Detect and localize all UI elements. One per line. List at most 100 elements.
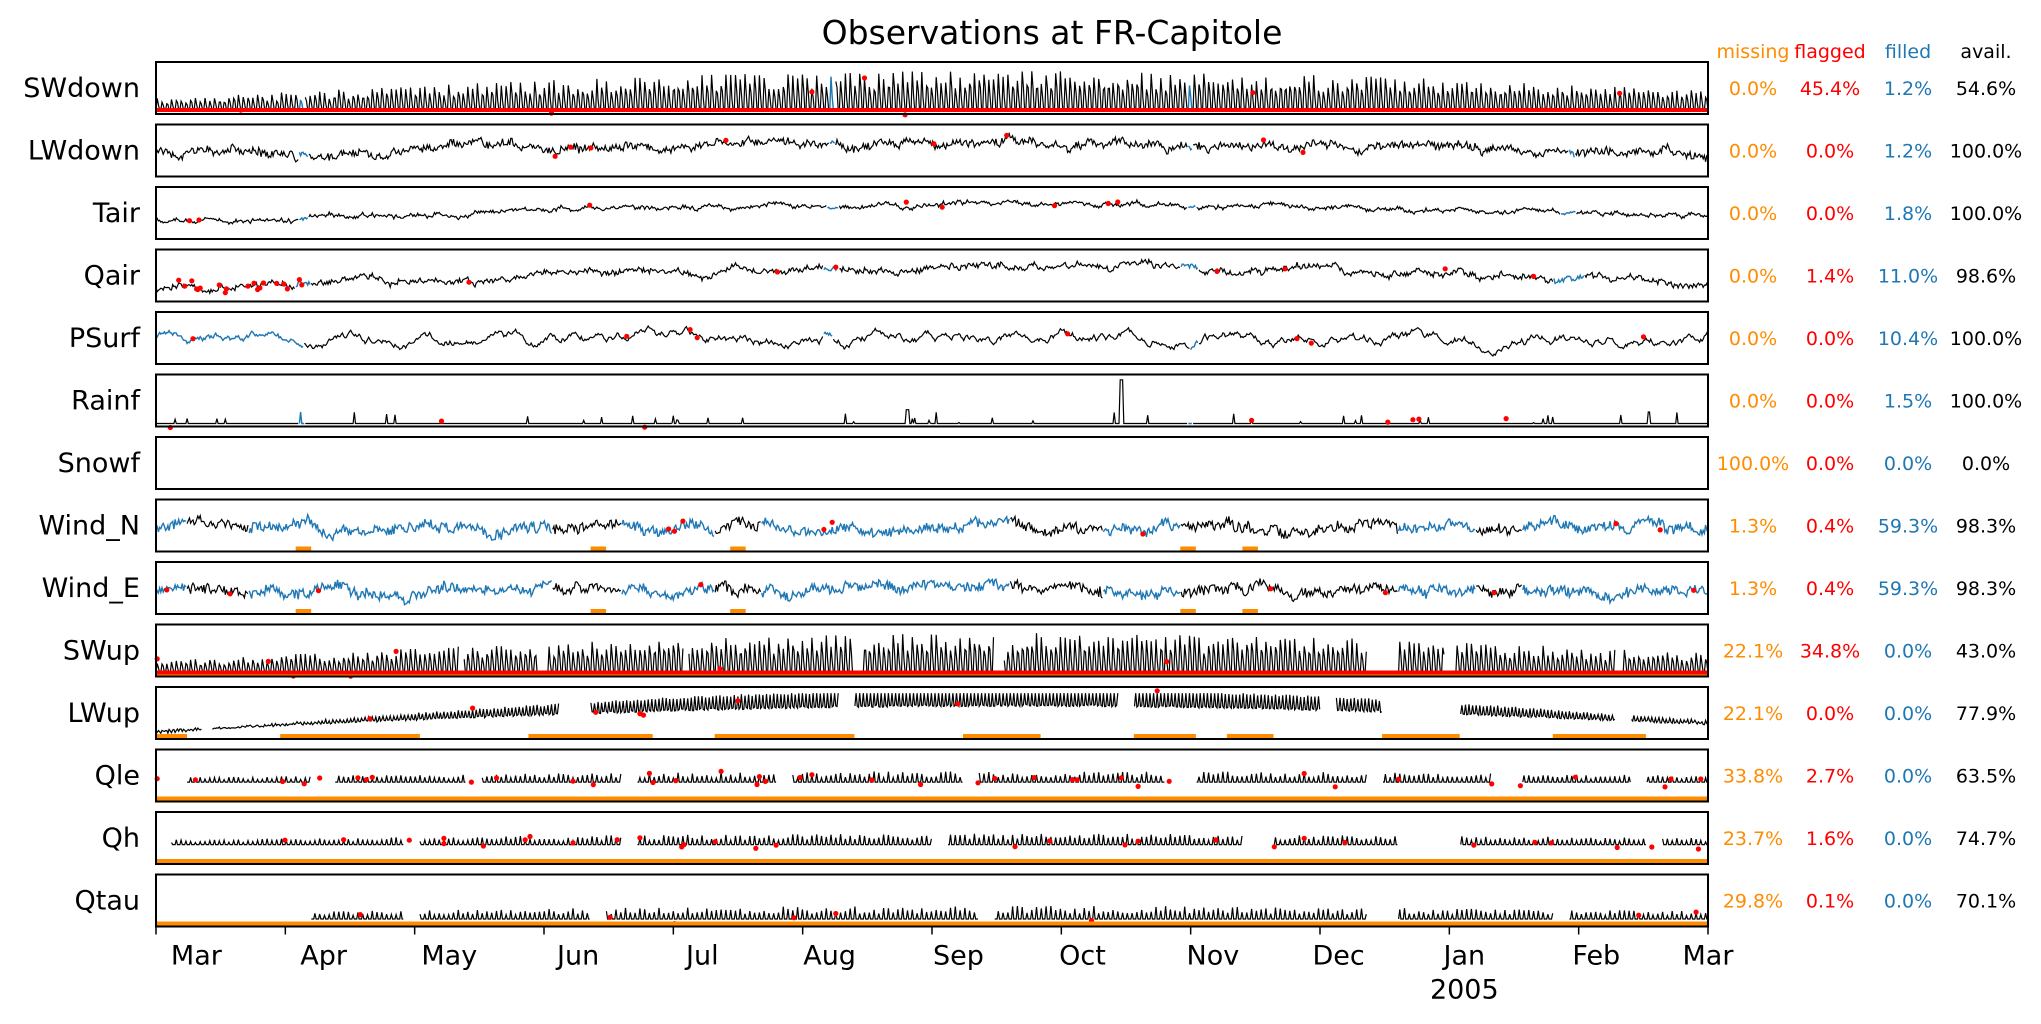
flagged-point: [1249, 417, 1255, 423]
flagged-point: [1214, 268, 1220, 274]
header-missing: missing: [1717, 41, 1790, 63]
flagged-point: [593, 709, 599, 715]
stat-filled: 0.0%: [1884, 453, 1932, 475]
series-filled-line: [155, 512, 1709, 542]
flagged-point: [1105, 200, 1111, 207]
flagged-point: [265, 658, 271, 665]
missing-indicator: [1552, 734, 1646, 738]
panel-frame: [155, 186, 1709, 240]
flagged-point: [527, 833, 533, 840]
stat-missing: 0.0%: [1729, 141, 1777, 163]
flagged-point: [570, 778, 576, 784]
missing-indicator: [730, 609, 746, 613]
flagged-point: [754, 781, 760, 788]
flagged-point: [1503, 416, 1509, 422]
stat-filled: 0.0%: [1884, 703, 1932, 725]
flagged-point: [1140, 531, 1146, 537]
flagged-point: [251, 280, 257, 286]
flagged-point: [1491, 590, 1497, 596]
flagged-point: [1649, 844, 1655, 850]
series-filled-line: [298, 411, 1192, 425]
stat-missing: 22.1%: [1723, 641, 1783, 663]
flagged-point: [791, 915, 797, 921]
flagged-point: [1396, 776, 1402, 782]
flagged-point: [1213, 837, 1219, 843]
flagged-point: [341, 837, 347, 843]
flagged-point: [1342, 839, 1348, 846]
flagged-point: [607, 914, 613, 920]
flagged-point: [1300, 149, 1306, 155]
flagged-point: [624, 333, 630, 339]
panel-wind_n: Wind_N 1.3% 0.4% 59.3% 98.3%: [38, 498, 2016, 553]
row-label: Qair: [84, 261, 141, 292]
series-observed-line: [155, 257, 1709, 295]
series-observed-line: [311, 905, 1708, 920]
flagged-point: [367, 716, 373, 722]
flagged-point: [1271, 844, 1277, 850]
missing-indicator: [1242, 609, 1258, 613]
flagged-point: [1282, 266, 1288, 272]
flagged-point: [1135, 838, 1141, 844]
flagged-point: [833, 910, 839, 917]
stat-avail: 77.9%: [1956, 703, 2016, 725]
stat-filled: 1.5%: [1884, 391, 1932, 413]
stat-missing: 100.0%: [1717, 453, 1789, 475]
panel-frame: [155, 123, 1709, 178]
flagged-point: [227, 591, 233, 597]
flagged-point: [671, 528, 678, 534]
flagged-point: [1636, 912, 1642, 918]
flagged-point: [186, 218, 193, 224]
series-observed-line: [186, 513, 1522, 539]
x-tick-label: Apr: [300, 941, 348, 972]
flagged-point: [1532, 839, 1538, 845]
flagged-point: [1471, 842, 1477, 848]
flagged-point: [192, 777, 198, 783]
row-label: PSurf: [69, 323, 142, 354]
flagged-point: [315, 588, 322, 594]
flagged-point: [281, 281, 287, 287]
series-observed-line: [156, 379, 1708, 425]
x-tick-label: Jan: [1441, 941, 1485, 972]
series-observed-line: [303, 324, 1709, 357]
panel-frame: [155, 311, 1709, 365]
flagged-point: [164, 587, 170, 593]
flagged-point: [1301, 770, 1307, 777]
flagged-point: [1668, 776, 1674, 782]
flagged-point: [1065, 331, 1071, 337]
stat-missing: 0.0%: [1729, 391, 1777, 413]
panel-wind_e: Wind_E 1.3% 0.4% 59.3% 98.3%: [42, 561, 2016, 615]
missing-indicator: [295, 609, 312, 613]
flagged-point: [1268, 586, 1274, 592]
missing-indicator: [1382, 734, 1460, 738]
stat-flagged: 0.0%: [1806, 328, 1854, 350]
flagged-point: [809, 772, 815, 778]
stat-avail: 43.0%: [1956, 641, 2016, 663]
flagged-point: [809, 89, 815, 95]
flagged-point: [357, 912, 363, 918]
flagged-point: [1691, 587, 1697, 593]
missing-indicator: [295, 546, 312, 551]
panel-frame: [155, 686, 1709, 740]
flagged-point: [568, 144, 574, 150]
series-filled-line: [155, 577, 1709, 606]
panel-frame: [155, 61, 1709, 115]
x-tick-label: Sep: [933, 941, 984, 972]
missing-indicator: [528, 734, 653, 738]
flagged-point: [680, 518, 686, 524]
stat-avail: 98.3%: [1956, 516, 2016, 538]
flagged-point: [1154, 688, 1160, 694]
flagged-point: [992, 775, 998, 782]
stat-missing: 29.8%: [1723, 891, 1783, 913]
flagged-point: [694, 335, 700, 341]
flagged-point: [1517, 783, 1523, 789]
flagged-point: [1657, 527, 1663, 533]
flagged-point: [197, 285, 203, 291]
missing-indicator: [156, 859, 1708, 863]
stat-flagged: 1.4%: [1806, 266, 1854, 288]
flagged-point: [441, 841, 447, 847]
row-label: LWdown: [28, 136, 140, 167]
flagged-point: [723, 137, 729, 143]
panel-frame: [155, 373, 1709, 428]
series-observed-line: [155, 633, 1709, 674]
flagged-point: [190, 336, 196, 342]
